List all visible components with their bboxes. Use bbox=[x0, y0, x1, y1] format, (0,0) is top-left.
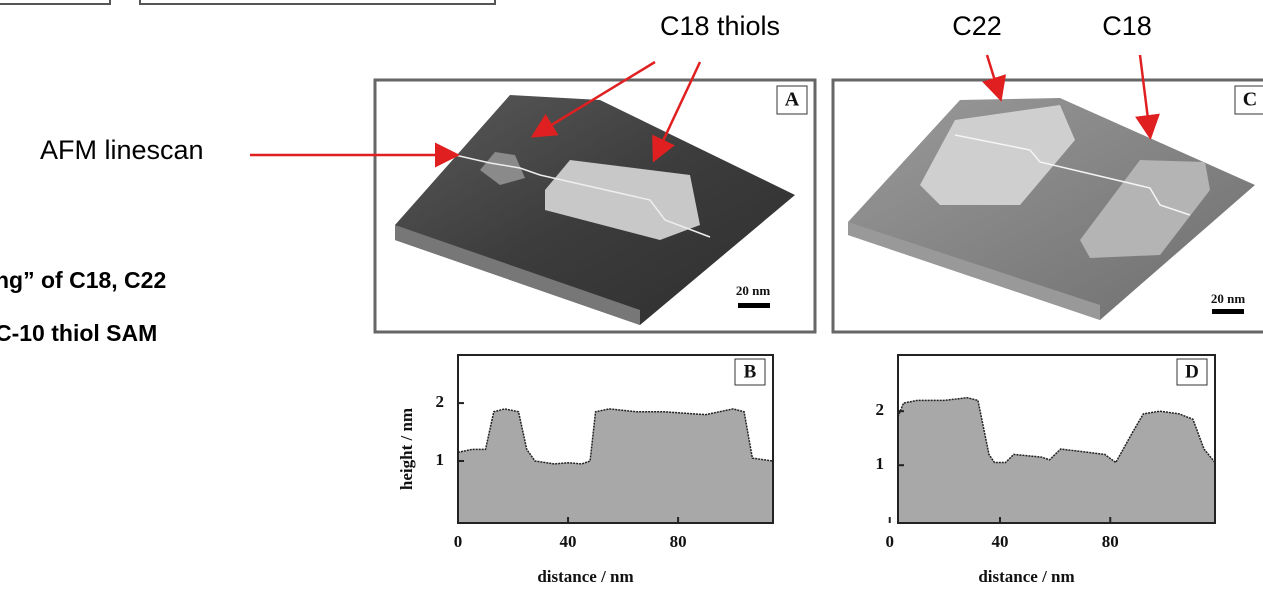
y-tick-label: 1 bbox=[436, 450, 445, 469]
x-tick-label: 40 bbox=[991, 532, 1008, 551]
y-tick-label: 1 bbox=[876, 454, 885, 473]
partial-box bbox=[140, 0, 495, 4]
panel-label: C bbox=[1243, 89, 1257, 111]
callout: C22 bbox=[952, 11, 1002, 41]
slide-canvas: C18 thiols C22 C18 AFM linescan ng” of C… bbox=[0, 0, 1263, 591]
profile-chart: 1 2 0 40 80 distance / nm D bbox=[876, 355, 1216, 586]
y-tick-label: 2 bbox=[436, 392, 445, 411]
x-tick-label: 80 bbox=[1102, 532, 1119, 551]
scale-bar-label: 20 nm bbox=[736, 283, 770, 298]
body-text: C-10 thiol SAM bbox=[0, 320, 157, 346]
panel-label: B bbox=[744, 361, 757, 382]
panel-label: A bbox=[785, 89, 800, 111]
callout: AFM linescan bbox=[40, 135, 204, 165]
x-tick-label: 40 bbox=[560, 532, 577, 551]
y-tick-label: 2 bbox=[876, 400, 885, 419]
panel-label: D bbox=[1185, 361, 1199, 382]
afm-image: C 20 nm bbox=[833, 80, 1263, 332]
partial-box bbox=[0, 0, 110, 4]
x-tick-label: 0 bbox=[454, 532, 463, 551]
profile-chart: 1 2 0 40 80 distance / nm height / nm B bbox=[397, 355, 773, 586]
profile-area bbox=[898, 398, 1215, 523]
profile-area bbox=[458, 409, 773, 523]
afm-image: A 20 nm bbox=[375, 80, 815, 332]
x-tick-label: 0 bbox=[885, 532, 894, 551]
x-tick-label: 80 bbox=[670, 532, 687, 551]
callout: C18 bbox=[1102, 11, 1152, 41]
callout: C18 thiols bbox=[660, 11, 780, 41]
scale-bar-label: 20 nm bbox=[1211, 291, 1245, 306]
x-axis-label: distance / nm bbox=[537, 567, 633, 586]
x-axis-label: distance / nm bbox=[978, 567, 1074, 586]
slide: C18 thiols C22 C18 AFM linescan ng” of C… bbox=[0, 0, 1263, 591]
y-axis-label: height / nm bbox=[397, 408, 416, 490]
body-text: ng” of C18, C22 bbox=[0, 267, 166, 293]
